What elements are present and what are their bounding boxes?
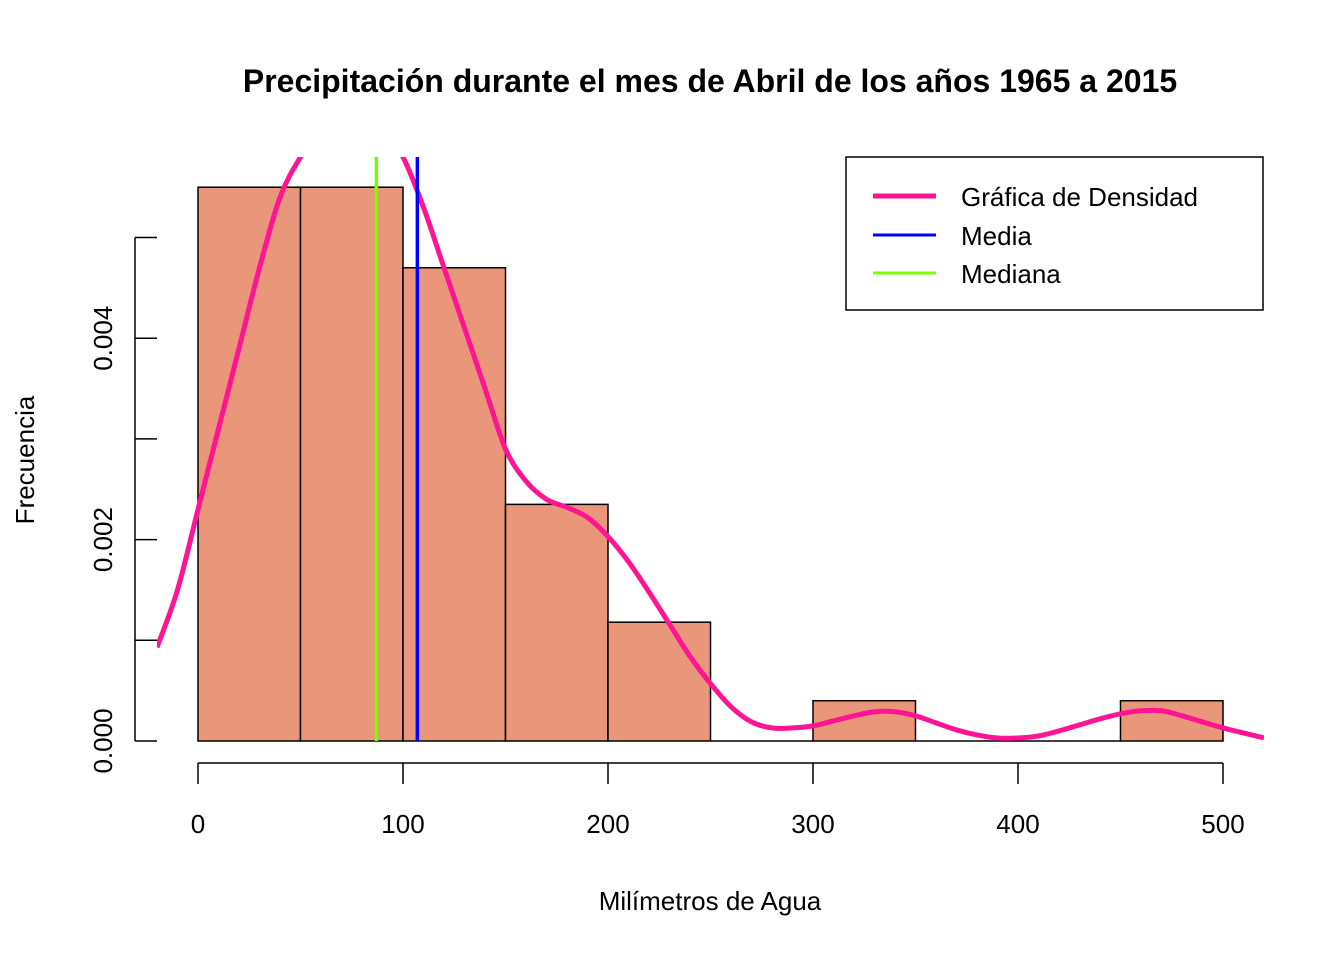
- histogram-bar-2: [402, 267, 507, 742]
- y-tick-label: 0.000: [88, 708, 118, 773]
- x-tick-label: 200: [586, 809, 629, 839]
- legend-label-density: Gráfica de Densidad: [961, 182, 1198, 212]
- x-axis-label: Milímetros de Agua: [599, 886, 822, 916]
- histogram-bars: [197, 186, 1224, 742]
- density-curve-layer: [157, 157, 1264, 741]
- histogram-bar-0: [197, 186, 302, 742]
- density-curve: [157, 157, 1264, 741]
- x-tick-label: 0: [191, 809, 205, 839]
- reference-lines: [374, 157, 420, 741]
- legend: Gráfica de Densidad Media Mediana: [845, 156, 1264, 311]
- y-tick-label: 0.004: [88, 306, 118, 371]
- x-tick-label: 100: [381, 809, 424, 839]
- x-axis: 0 100 200 300 400 500: [191, 762, 1245, 839]
- legend-label-median: Mediana: [961, 259, 1061, 289]
- x-tick-label: 400: [996, 809, 1039, 839]
- y-axis-label: Frecuencia: [10, 395, 40, 524]
- x-tick-label: 300: [791, 809, 834, 839]
- y-tick-label: 0.002: [88, 507, 118, 572]
- legend-label-mean: Media: [961, 221, 1032, 251]
- y-axis: 0.000 0.002 0.004: [88, 236, 157, 774]
- chart-title: Precipitación durante el mes de Abril de…: [243, 63, 1177, 99]
- histogram-bar-4: [607, 621, 712, 742]
- histogram-bar-1: [299, 186, 404, 742]
- x-tick-label: 500: [1201, 809, 1244, 839]
- histogram-bar-3: [504, 503, 609, 742]
